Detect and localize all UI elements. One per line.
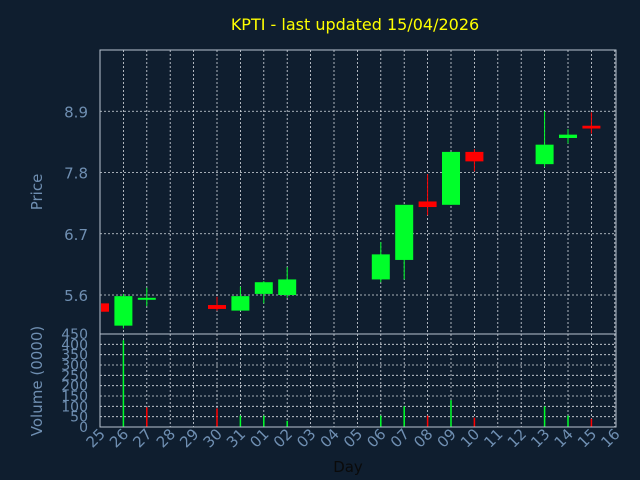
- x-tick-label: 30: [200, 425, 226, 451]
- x-tick-label: 03: [293, 425, 319, 451]
- candle-body: [254, 282, 273, 294]
- x-tick-label: 09: [434, 425, 460, 451]
- volume-bar: [380, 415, 382, 427]
- candle-body: [114, 296, 133, 326]
- volume-tick-label: 100: [61, 399, 88, 415]
- x-axis-ticks: 2526272829303101020304050607080910111213…: [83, 425, 624, 451]
- x-tick-label: 11: [480, 425, 506, 451]
- volume-tick-label: 50: [70, 410, 88, 426]
- candle-body: [371, 254, 390, 280]
- price-tick-label: 6.7: [64, 226, 88, 244]
- x-tick-label: 07: [387, 425, 413, 451]
- volume-tick-label: 450: [61, 327, 88, 343]
- x-tick-label: 08: [410, 425, 436, 451]
- volume-axis-label: Volume (0000): [28, 326, 46, 436]
- candle-body: [442, 151, 460, 205]
- volume-bar: [239, 415, 242, 427]
- volume-bar: [473, 417, 476, 427]
- candle-body: [418, 201, 437, 208]
- x-tick-label: 28: [153, 425, 179, 451]
- price-tick-label: 8.9: [64, 103, 88, 121]
- volume-tick-label: 250: [61, 368, 88, 384]
- price-tick-label: 5.6: [64, 287, 88, 305]
- x-tick-label: 26: [106, 425, 132, 451]
- volume-tick-label: 200: [61, 379, 88, 395]
- candle-body: [559, 134, 577, 138]
- volume-tick-label: 0: [79, 420, 88, 436]
- volume-bar: [567, 415, 569, 427]
- candle-body: [101, 303, 109, 312]
- x-tick-label: 05: [340, 425, 366, 451]
- volume-bars: [122, 340, 593, 427]
- price-frame: [99, 49, 617, 335]
- x-tick-label: 04: [317, 425, 343, 451]
- x-tick-label: 14: [551, 425, 577, 451]
- candle-body: [278, 279, 297, 296]
- x-tick-label: 02: [270, 425, 296, 451]
- x-tick-label: 29: [176, 425, 202, 451]
- x-tick-label: 27: [129, 425, 155, 451]
- price-plot-area: [100, 50, 616, 334]
- candle-body: [208, 305, 226, 309]
- volume-bar: [216, 408, 218, 427]
- volume-tick-label: 400: [61, 337, 88, 353]
- x-tick-label: 31: [223, 425, 249, 451]
- volume-bar: [450, 400, 452, 427]
- price-y-ticks: 5.6 6.7 7.8 8.9: [64, 103, 88, 305]
- x-axis-label: Day: [333, 458, 363, 476]
- price-candles: [99, 111, 601, 329]
- volume-tick-label: 150: [61, 389, 88, 405]
- x-tick-label: 15: [574, 425, 600, 451]
- volume-bar: [122, 340, 125, 427]
- volume-bar: [403, 406, 405, 427]
- x-tick-label: 16: [597, 425, 623, 451]
- candle-body: [395, 204, 414, 260]
- x-tick-label: 10: [457, 425, 483, 451]
- price-tick-label: 7.8: [64, 165, 88, 183]
- candle-body: [137, 297, 156, 300]
- volume-bar: [263, 415, 265, 427]
- x-tick-label: 01: [246, 425, 272, 451]
- volume-bar: [146, 407, 148, 427]
- volume-tick-label: 300: [61, 358, 88, 374]
- volume-tick-label: 350: [61, 348, 88, 364]
- volume-bar: [426, 415, 429, 427]
- price-axis-label: Price: [28, 174, 46, 211]
- candle-body: [231, 296, 250, 311]
- x-tick-label: 12: [504, 425, 530, 451]
- candle-body: [582, 125, 601, 129]
- chart-title: KPTI - last updated 15/04/2026: [231, 15, 479, 34]
- candle-body: [535, 144, 554, 165]
- volume-grid: [100, 333, 616, 427]
- volume-bar: [590, 418, 593, 427]
- volume-frame: [99, 333, 617, 428]
- price-panel: 5.6 6.7 7.8 8.9 Price: [28, 49, 617, 335]
- volume-bar: [543, 406, 546, 427]
- x-tick-label: 13: [527, 425, 553, 451]
- x-tick-label: 06: [363, 425, 389, 451]
- candle-body: [465, 151, 484, 162]
- volume-bar: [286, 420, 288, 427]
- price-grid: [100, 50, 616, 334]
